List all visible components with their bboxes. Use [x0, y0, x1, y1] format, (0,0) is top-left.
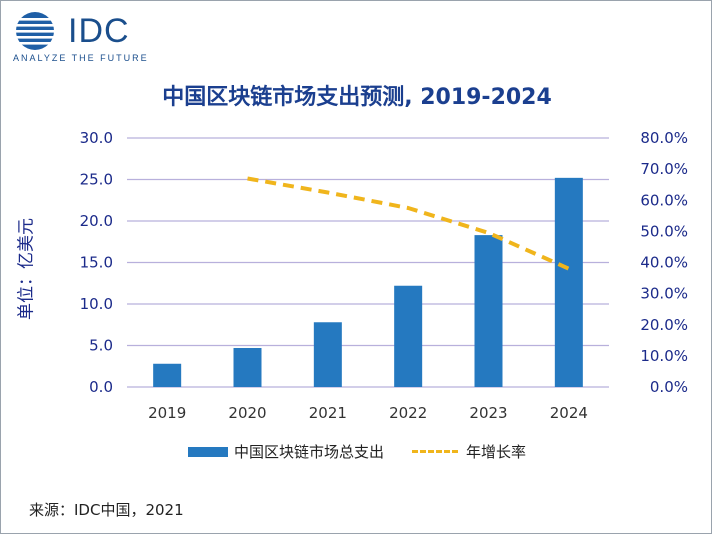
x-tick-label: 2023	[469, 404, 507, 422]
bar	[233, 347, 262, 387]
bar	[474, 235, 503, 387]
y-left-tick-label: 25.0	[80, 171, 113, 189]
y-left-tick-label: 30.0	[80, 129, 113, 147]
x-tick-label: 2024	[550, 404, 588, 422]
x-tick-label: 2021	[309, 404, 347, 422]
y-right-tick-label: 20.0%	[640, 316, 688, 334]
y-right-tick-label: 30.0%	[640, 285, 688, 303]
source-note: 来源：IDC中国，2021	[29, 501, 184, 519]
globe-icon	[14, 12, 56, 50]
y-left-tick-label: 5.0	[89, 337, 113, 355]
x-tick-label: 2022	[389, 404, 427, 422]
y-right-tick-label: 70.0%	[640, 160, 688, 178]
growth-rate-line	[247, 176, 570, 271]
legend-item-line: 年增长率	[412, 441, 526, 462]
bar	[554, 177, 583, 387]
y-right-tick-label: 40.0%	[640, 254, 688, 272]
logo-tagline: ANALYZE THE FUTURE	[13, 53, 149, 63]
legend-label-line: 年增长率	[466, 443, 527, 461]
legend-swatch-bar	[187, 446, 228, 457]
legend-swatch-line	[412, 450, 458, 453]
y-left-tick-label: 10.0	[80, 295, 113, 313]
y-right-tick-label: 80.0%	[640, 129, 688, 147]
y-axis-left-label: 单位：亿美元	[16, 218, 37, 320]
bar	[394, 285, 423, 387]
bar	[153, 363, 182, 387]
x-tick-label: 2019	[148, 404, 186, 422]
idc-logo: IDC ANALYZE THE FUTURE	[12, 11, 162, 66]
y-left-tick-label: 15.0	[80, 254, 113, 272]
legend-item-bar: 中国区块链市场总支出	[187, 441, 384, 462]
y-left-tick-label: 0.0	[89, 378, 113, 396]
x-tick-label: 2020	[228, 404, 266, 422]
y-right-tick-label: 0.0%	[650, 378, 688, 396]
y-left-tick-label: 20.0	[80, 212, 113, 230]
chart-title: 中国区块链市场支出预测, 2019-2024	[162, 85, 552, 110]
y-right-tick-label: 50.0%	[640, 222, 688, 240]
chart-legend: 中国区块链市场总支出 年增长率	[1, 441, 712, 462]
y-right-tick-label: 10.0%	[640, 347, 688, 365]
bar	[313, 322, 342, 387]
legend-label-bar: 中国区块链市场总支出	[233, 443, 384, 461]
logo-brand: IDC	[68, 12, 130, 50]
y-right-tick-label: 60.0%	[640, 191, 688, 209]
